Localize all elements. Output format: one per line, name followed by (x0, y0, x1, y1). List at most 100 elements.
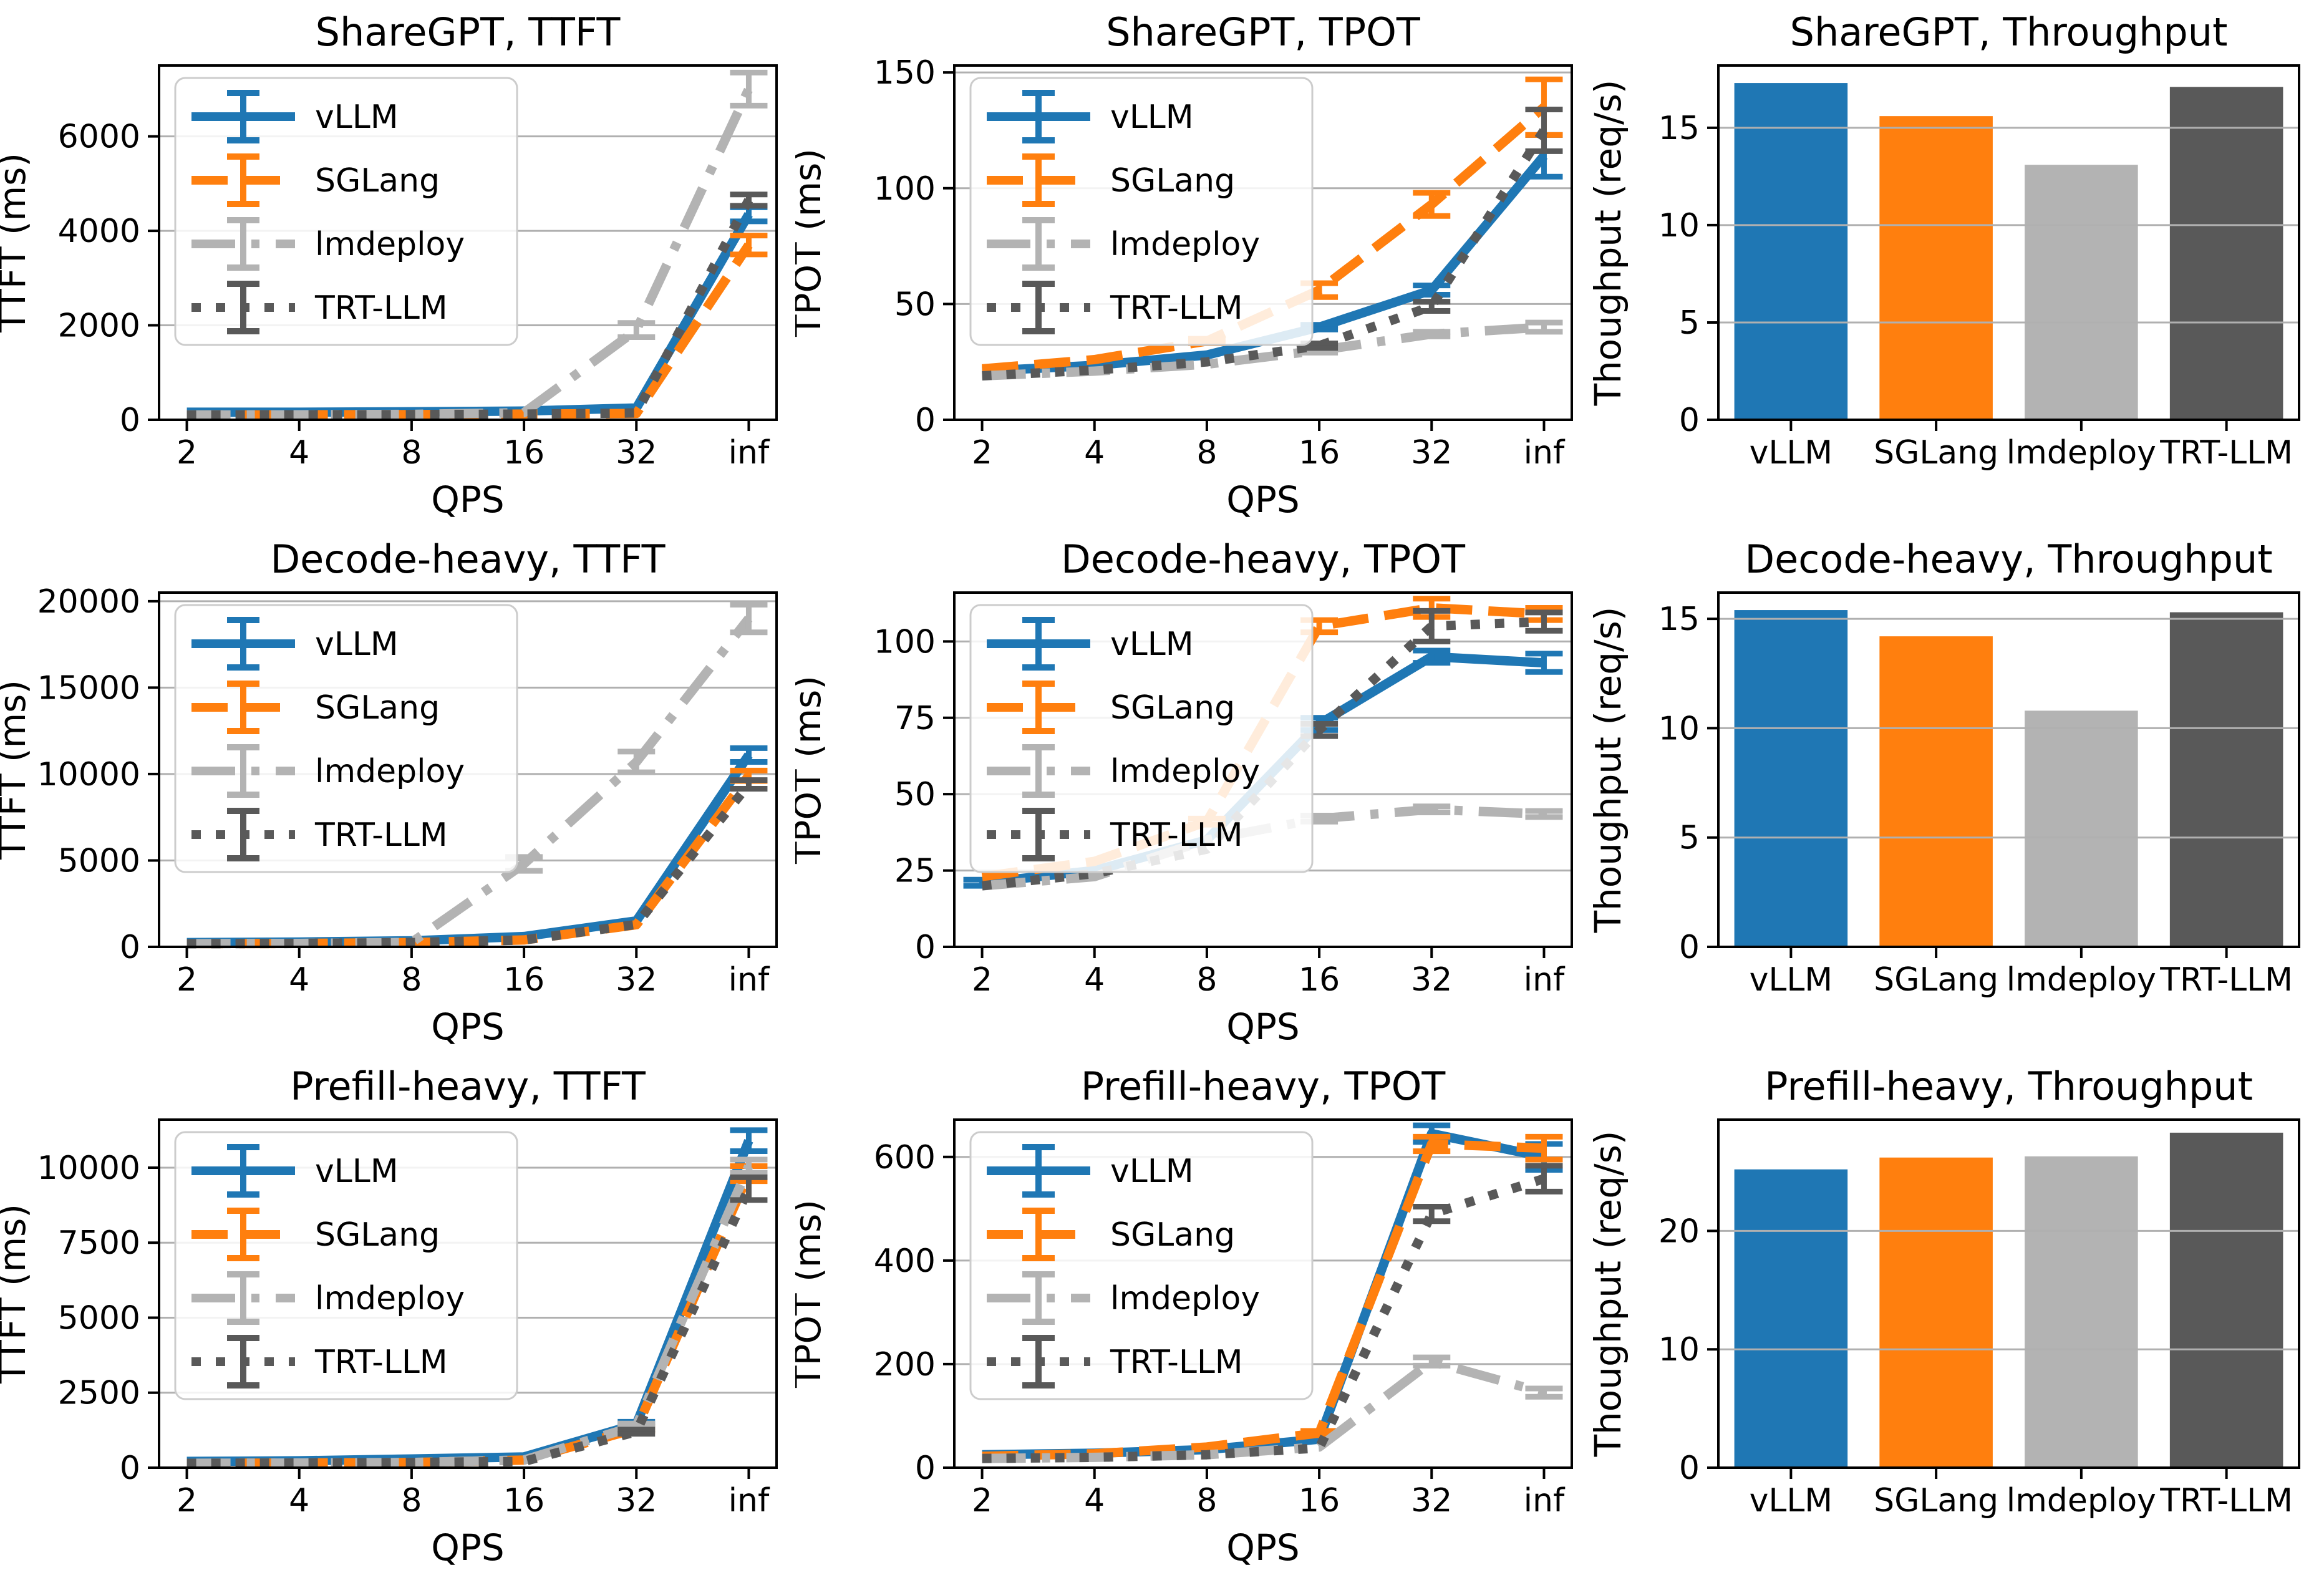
x-axis-label: QPS (431, 478, 504, 521)
subplot-decode-heavy-throughput: 0 5 10 15 vLLM SGLang lmdeploy TRT-LLM Decode-he… (1590, 527, 2324, 1054)
bar-SGLang (1879, 116, 1993, 420)
chart-title: Decode-heavy, Throughput (1745, 536, 2272, 582)
chart-decode-heavy-throughput: 0 5 10 15 vLLM SGLang lmdeploy TRT-LLM Decode-he… (1590, 536, 2300, 999)
y-tick-label: 4000 (58, 213, 140, 250)
y-tick-label: 2500 (58, 1375, 140, 1412)
x-tick-label: 4 (289, 434, 309, 472)
subplot-prefill-heavy-tpot: 0 200 400 600 2 4 8 16 32 inf Prefill-heavy, TPOT Q… (795, 1054, 1590, 1575)
plot-border (158, 1118, 778, 1469)
x-tick-label: 32 (1411, 434, 1452, 472)
legend-box (174, 77, 518, 346)
chart-title: Prefill-heavy, TPOT (1081, 1064, 1446, 1109)
y-axis-label: TPOT (ms) (795, 1199, 829, 1388)
plot-border (953, 64, 1573, 421)
x-tick-label: 2 (972, 961, 992, 999)
x-tick-label: TRT-LLM (2159, 434, 2293, 472)
x-tick-label: lmdeploy (2007, 1482, 2156, 1519)
y-tick-label: 0 (120, 402, 140, 439)
bar-lmdeploy (2025, 710, 2138, 947)
x-tick-label: inf (729, 434, 770, 472)
y-axis-label: TPOT (ms) (795, 148, 829, 337)
bar-vLLM (1734, 1169, 1848, 1468)
x-tick-label: 8 (1196, 961, 1217, 999)
legend-box (174, 604, 518, 873)
x-axis-label: QPS (1226, 478, 1299, 521)
x-tick-label: 2 (972, 1482, 992, 1519)
x-tick-label: 16 (1299, 961, 1340, 999)
y-tick-label: 0 (1679, 1450, 1700, 1487)
series-line-lmdeploy (186, 1164, 753, 1468)
chart-sharegpt-tpot: 0 50 100 150 2 4 8 16 32 inf ShareGPT, TPOT QPS TPOT… (795, 9, 1573, 521)
x-tick-label: TRT-LLM (2159, 961, 2293, 999)
bar-SGLang (1879, 1157, 1993, 1468)
y-tick-label: 100 (874, 623, 936, 661)
x-tick-label: 32 (616, 961, 657, 999)
x-tick-label: 4 (289, 1482, 309, 1519)
legend-label: TRT-LLM (314, 289, 448, 327)
y-tick-label: 10000 (37, 1150, 140, 1187)
x-tick-label: SGLang (1874, 961, 1998, 999)
subplot-sharegpt-tpot: 0 50 100 150 2 4 8 16 32 inf ShareGPT, TPOT QPS TPOT… (795, 0, 1590, 527)
chart-prefill-heavy-tpot: 0 200 400 600 2 4 8 16 32 inf Prefill-heavy, TPOT Q… (795, 1064, 1573, 1569)
y-tick-label: 10000 (37, 756, 140, 793)
series-line-lmdeploy (186, 87, 753, 420)
legend-box (969, 604, 1314, 873)
y-axis-label: TTFT (ms) (0, 153, 34, 333)
x-tick-label: 16 (1299, 1482, 1340, 1519)
chart-prefill-heavy-throughput: 0 10 20 vLLM SGLang lmdeploy TRT-LLM Prefill-he… (1590, 1064, 2300, 1519)
series-line-lmdeploy (186, 615, 753, 949)
bar-SGLang (1879, 636, 1993, 947)
y-tick-label: 5000 (58, 842, 140, 880)
y-tick-label: 0 (1679, 402, 1700, 439)
y-tick-label: 0 (915, 1450, 936, 1487)
x-axis-label: QPS (1226, 1526, 1299, 1569)
plot-border (953, 1118, 1573, 1469)
x-tick-label: 2 (972, 434, 992, 472)
chart-title: ShareGPT, TTFT (316, 9, 621, 55)
chart-decode-heavy-tpot: 0 25 50 75 100 2 4 8 16 32 inf Decode-heavy, TPOT QP… (795, 536, 1573, 1048)
series-line-TRT-LLM (186, 198, 753, 420)
legend-label: vLLM (315, 1153, 399, 1190)
x-tick-label: 4 (1084, 434, 1105, 472)
series-line-SGLang (186, 773, 753, 949)
y-tick-label: 5 (1679, 304, 1700, 342)
x-axis-label: QPS (431, 1006, 504, 1048)
plot-border (953, 591, 1573, 948)
legend-label: vLLM (1110, 1153, 1194, 1190)
x-tick-label: 4 (1084, 961, 1105, 999)
legend-label: TRT-LLM (1110, 1344, 1243, 1381)
x-tick-label: inf (1524, 961, 1566, 999)
legend-box (969, 1131, 1314, 1400)
x-tick-label: 16 (503, 434, 545, 472)
legend-label: TRT-LLM (1110, 817, 1243, 854)
x-tick-label: 4 (289, 961, 309, 999)
legend-label: SGLang (315, 162, 440, 200)
legend-box (969, 77, 1314, 346)
chart-prefill-heavy-ttft: 0 2500 5000 7500 10000 2 4 8 16 32 inf Prefill-heav… (0, 1064, 778, 1569)
y-tick-label: 10 (1658, 1331, 1700, 1369)
subplot-sharegpt-throughput: 0 5 10 15 vLLM SGLang lmdeploy TRT-LLM ShareGPT,… (1590, 0, 2324, 527)
x-axis-label: QPS (431, 1526, 504, 1569)
chart-sharegpt-throughput: 0 5 10 15 vLLM SGLang lmdeploy TRT-LLM ShareGPT,… (1590, 9, 2300, 472)
legend-label: vLLM (315, 626, 399, 663)
chart-decode-heavy-ttft: 0 5000 10000 15000 20000 2 4 8 16 32 inf Decode-hea… (0, 536, 778, 1048)
x-tick-label: lmdeploy (2007, 961, 2156, 999)
x-tick-label: inf (729, 961, 770, 999)
y-tick-label: 0 (120, 1450, 140, 1487)
legend-label: SGLang (315, 1216, 440, 1254)
y-tick-label: 7500 (58, 1224, 140, 1262)
y-tick-label: 75 (894, 700, 936, 737)
y-tick-label: 2000 (58, 308, 140, 345)
y-tick-label: 10 (1658, 710, 1700, 747)
legend-label: TRT-LLM (314, 1344, 448, 1381)
chart-title: Prefill-heavy, TTFT (290, 1064, 646, 1109)
x-tick-label: 32 (616, 1482, 657, 1519)
x-tick-label: 4 (1084, 1482, 1105, 1519)
bar-lmdeploy (2025, 165, 2138, 420)
y-axis-label: Thoughput (req/s) (1590, 80, 1629, 407)
y-tick-label: 15 (1658, 601, 1700, 638)
x-tick-label: 8 (401, 434, 422, 472)
bar-TRT-LLM (2169, 87, 2283, 420)
legend-label: lmdeploy (1110, 226, 1260, 263)
